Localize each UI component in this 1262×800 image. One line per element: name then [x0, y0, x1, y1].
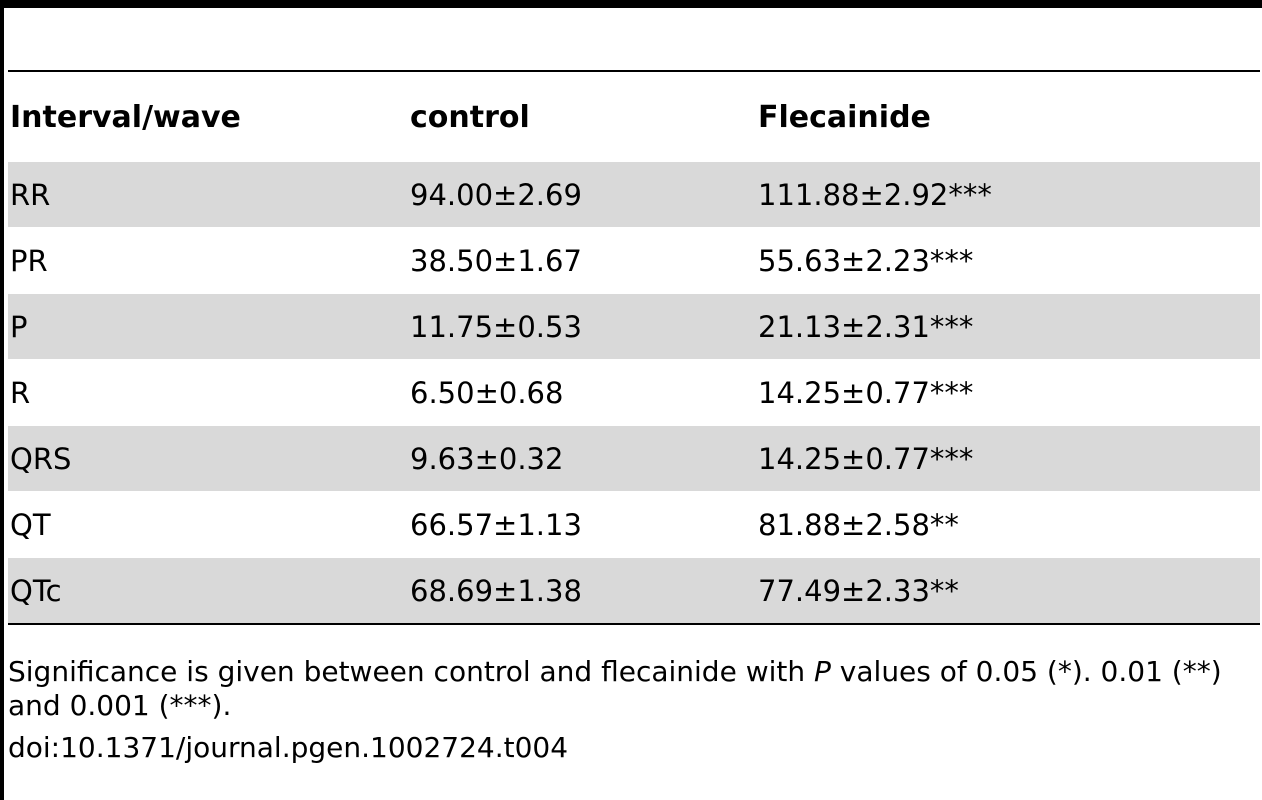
table-bottom-rule	[8, 623, 1260, 625]
row-label: QRS	[8, 425, 408, 492]
control-value: 68.69±1.38	[408, 557, 756, 623]
flecainide-value: 14.25±0.77***	[756, 425, 1260, 492]
row-label: RR	[8, 162, 408, 228]
control-value: 38.50±1.67	[408, 227, 756, 294]
flecainide-value: 55.63±2.23***	[756, 227, 1260, 294]
flecainide-value: 77.49±2.33**	[756, 557, 1260, 623]
significance-note-text-end: values of 0.05 (*). 0.01 (**) and 0.001 …	[8, 655, 1222, 722]
significance-note-text: Significance is given between control an…	[8, 655, 815, 688]
doi-text: doi:10.1371/journal.pgen.1002724.t004	[8, 731, 569, 764]
significance-note: Significance is given between control an…	[8, 655, 1258, 723]
header-control: control	[410, 99, 530, 135]
p-symbol: P	[814, 655, 831, 688]
row-label: R	[8, 359, 408, 426]
row-label: PR	[8, 227, 408, 294]
table-row: RR 94.00±2.69 111.88±2.92***	[8, 162, 1260, 228]
control-value: 94.00±2.69	[408, 162, 756, 228]
top-border	[0, 0, 1262, 8]
control-value: 66.57±1.13	[408, 491, 756, 558]
control-value: 11.75±0.53	[408, 293, 756, 360]
row-label: QTc	[8, 557, 408, 623]
table-row: QT 66.57±1.13 81.88±2.58**	[8, 491, 1260, 558]
table-row: P 11.75±0.53 21.13±2.31***	[8, 293, 1260, 360]
left-border	[0, 0, 4, 800]
table-footnote: Significance is given between control an…	[8, 655, 1258, 765]
table-row: QRS 9.63±0.32 14.25±0.77***	[8, 425, 1260, 492]
row-label: P	[8, 293, 408, 360]
ecg-intervals-table: Interval/wave control Flecainide RR 94.0…	[8, 72, 1260, 623]
flecainide-value: 111.88±2.92***	[756, 162, 1260, 228]
control-value: 6.50±0.68	[408, 359, 756, 426]
flecainide-value: 81.88±2.58**	[756, 491, 1260, 558]
row-label: QT	[8, 491, 408, 558]
flecainide-value: 14.25±0.77***	[756, 359, 1260, 426]
table-row: QTc 68.69±1.38 77.49±2.33**	[8, 557, 1260, 623]
table-row: PR 38.50±1.67 55.63±2.23***	[8, 227, 1260, 294]
header-flecainide: Flecainide	[758, 99, 931, 135]
header-interval-wave: Interval/wave	[10, 99, 241, 135]
control-value: 9.63±0.32	[408, 425, 756, 492]
table-row: R 6.50±0.68 14.25±0.77***	[8, 359, 1260, 426]
flecainide-value: 21.13±2.31***	[756, 293, 1260, 360]
table-container: Interval/wave control Flecainide RR 94.0…	[8, 70, 1260, 625]
header-row: Interval/wave control Flecainide	[8, 72, 1260, 162]
header-top-rule	[8, 70, 1260, 72]
